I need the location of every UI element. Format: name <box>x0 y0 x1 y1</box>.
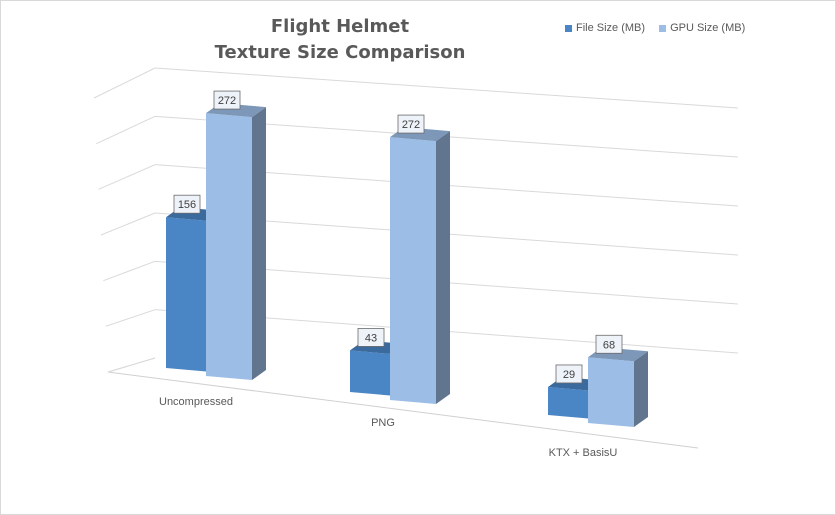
chart-title-line1: Flight Helmet <box>270 16 410 37</box>
data-label-text: 272 <box>218 95 236 107</box>
data-label: 156 <box>173 194 201 214</box>
bar-front <box>548 386 594 419</box>
floor-front-edge <box>107 371 699 449</box>
bar-front <box>166 217 212 372</box>
gridline-back <box>154 67 739 109</box>
data-labels: 156 272 Uncompressed 43 272 PNG 29 68 KTX + Basi… <box>159 90 623 459</box>
data-label: 43 <box>357 328 385 347</box>
legend-item-file-size: File Size (MB) <box>565 22 645 34</box>
bar-side <box>436 131 450 405</box>
legend-swatch-gpu-size <box>659 24 667 32</box>
data-label-text: 272 <box>402 119 420 131</box>
legend-swatch-file-size <box>565 24 572 32</box>
bar-front <box>206 113 252 381</box>
gridline-side <box>100 212 156 236</box>
gridline-side <box>103 260 156 282</box>
data-label: 68 <box>595 334 623 354</box>
data-label-box <box>555 364 583 384</box>
data-label-box <box>397 114 425 134</box>
bar-gpu-size-0 <box>206 103 266 381</box>
legend-label-file-size: File Size (MB) <box>576 22 646 34</box>
data-label-text: 156 <box>178 199 196 211</box>
category-label: PNG <box>371 417 395 429</box>
data-label: 272 <box>397 114 425 134</box>
gridline-side <box>93 67 156 99</box>
legend-item-gpu-size: GPU Size (MB) <box>659 22 745 34</box>
chart-title: Flight Helmet Texture Size Comparison <box>190 14 490 66</box>
bars <box>166 103 648 427</box>
data-label-box <box>173 194 201 214</box>
category-label: KTX + BasisU <box>549 447 618 459</box>
bar-front <box>390 137 436 405</box>
bar-front <box>350 350 396 396</box>
data-label: 272 <box>213 90 241 110</box>
category-label: Uncompressed <box>159 396 233 408</box>
bar-side <box>252 107 266 381</box>
data-label-box <box>357 328 385 347</box>
bar-gpu-size-1 <box>390 127 450 405</box>
data-label-box <box>213 90 241 110</box>
data-label-box <box>595 334 623 354</box>
bar-gpu-size-2 <box>588 347 648 427</box>
bar-side <box>634 351 648 427</box>
data-label-text: 43 <box>365 332 377 344</box>
gridline-side <box>96 115 156 145</box>
floor-side-edge <box>107 357 156 373</box>
gridline-side <box>98 164 156 190</box>
gridline-side <box>105 309 156 327</box>
bar-front <box>588 357 634 427</box>
data-label-text: 29 <box>563 369 575 381</box>
legend-label-gpu-size: GPU Size (MB) <box>670 22 746 34</box>
chart-title-line2: Texture Size Comparison <box>214 42 466 63</box>
legend: File Size (MB) GPU Size (MB) <box>565 22 745 34</box>
data-label: 29 <box>555 364 583 384</box>
data-label-text: 68 <box>603 339 615 351</box>
